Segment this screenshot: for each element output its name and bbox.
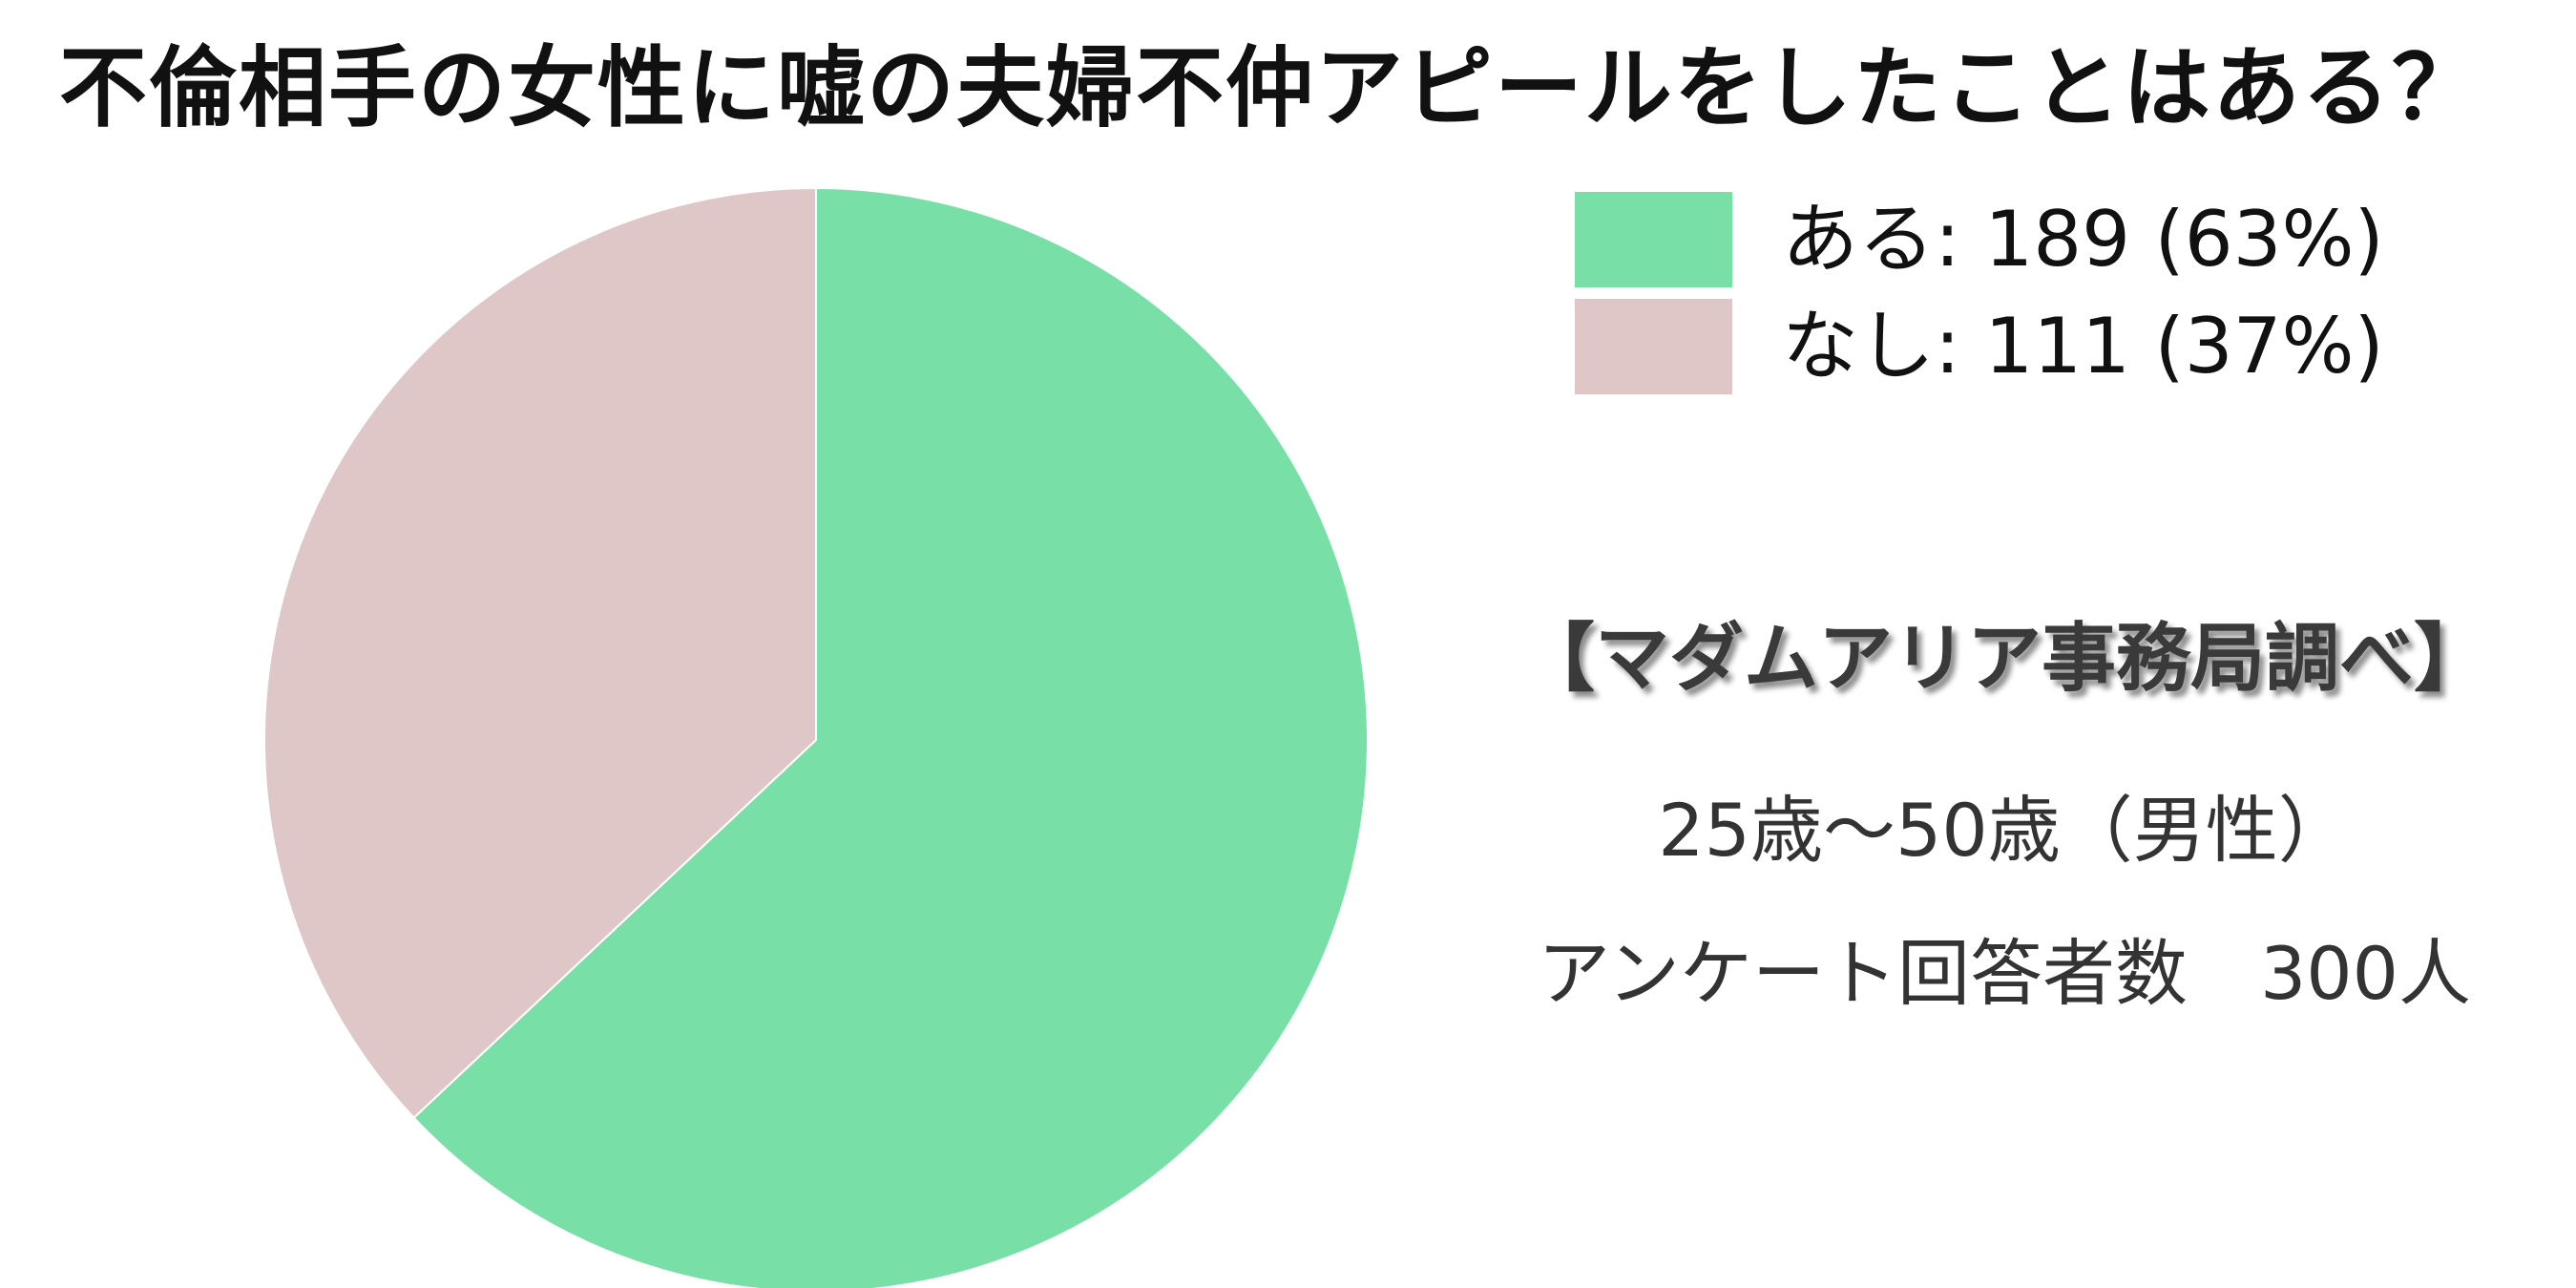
age-range-note: 25歳～50歳（男性）: [1658, 788, 2351, 873]
legend-label-aru: ある: 189 (63%): [1782, 195, 2384, 284]
chart-title: 不倫相手の女性に嘘の夫婦不仲アピールをしたことはある？: [59, 37, 2482, 139]
legend-swatch-nashi: [1575, 299, 1732, 394]
respondents-note: アンケート回答者数 300人: [1537, 931, 2472, 1016]
legend-swatch-aru: [1575, 192, 1732, 287]
legend-label-nashi: なし: 111 (37%): [1782, 302, 2384, 391]
legend-item-aru: ある: 189 (63%): [1575, 186, 2384, 293]
legend-item-nashi: なし: 111 (37%): [1575, 293, 2384, 400]
pie-slice-nashi: [262, 186, 817, 1120]
legend: ある: 189 (63%) なし: 111 (37%): [1575, 186, 2384, 400]
pie-slice-aru: [412, 186, 1369, 1288]
source-note: 【マダムアリア事務局調べ】: [1519, 616, 2488, 702]
pie-slices: [262, 186, 1369, 1288]
